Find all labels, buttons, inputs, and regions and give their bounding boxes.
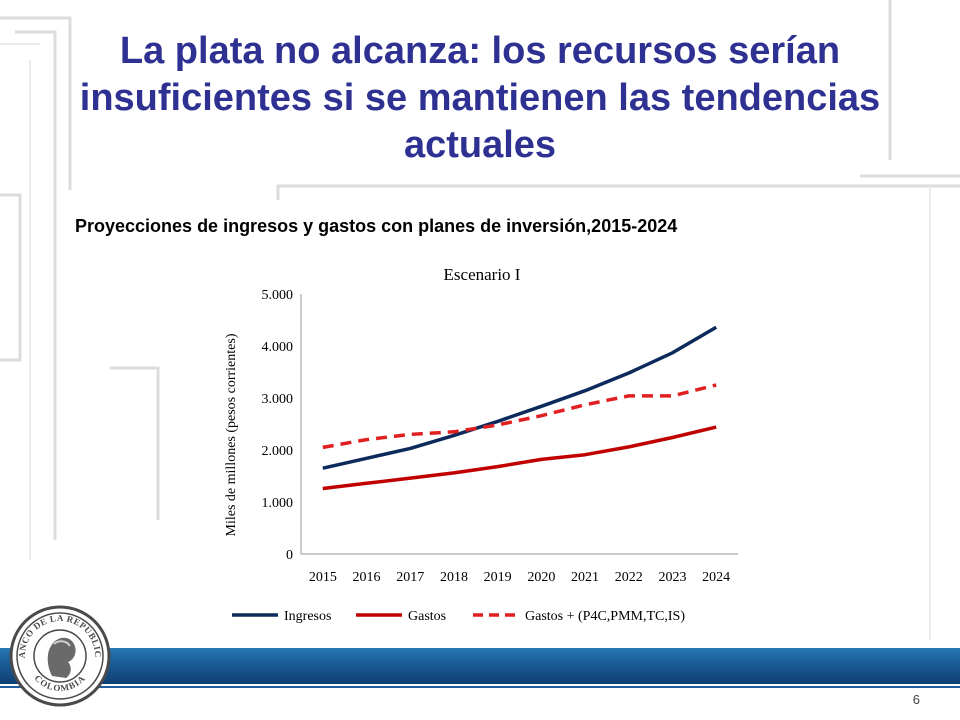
legend: Ingresos Gastos Gastos + (P4C,PMM,TC,IS) [232,609,685,624]
footer-band [0,648,960,684]
legend-label-gastos: Gastos [408,609,446,624]
x-tick-label: 2019 [484,570,512,585]
y-tick-label: 4.000 [262,340,294,355]
footer-band-line [0,686,960,688]
x-tick-labels: 2015 2016 2017 2018 2019 2020 2021 2022 2023 2024 [309,570,730,585]
legend-label-ingresos: Ingresos [284,609,331,624]
x-tick-label: 2015 [309,570,337,585]
x-tick-label: 2023 [658,570,686,585]
y-tick-label: 5.000 [262,288,294,303]
y-tick-label: 1.000 [262,496,294,511]
y-axis-label: Miles de millones (pesos corrientes) [224,333,239,536]
y-tick-label: 0 [286,548,293,563]
x-tick-label: 2021 [571,570,599,585]
series-line-gastos-plus [322,383,717,450]
y-tick-label: 3.000 [262,392,294,407]
x-tick-label: 2018 [440,570,468,585]
x-tick-label: 2016 [353,570,381,585]
slide-title: La plata no alcanza: los recursos serían… [79,30,881,166]
series-line-gastos [322,425,717,491]
banco-de-la-republica-seal: BANCO DE LA REPUBLICA COLOMBIA [8,604,111,707]
line-chart: Escenario I Miles de millones (pesos cor… [224,265,738,624]
chart-subtitle: Proyecciones de ingresos y gastos con pl… [75,216,678,236]
x-tick-label: 2022 [615,570,643,585]
chart-title: Escenario I [444,265,521,284]
x-tick-label: 2017 [396,570,424,585]
y-tick-labels: 0 1.000 2.000 3.000 4.000 5.000 [262,288,294,563]
chart-panel: Escenario I Miles de millones (pesos cor… [208,252,752,636]
series-line-ingresos [322,325,718,470]
series-lines [322,325,718,491]
page-number: 6 [912,692,920,707]
legend-label-gastos-plus: Gastos + (P4C,PMM,TC,IS) [525,609,685,624]
x-tick-label: 2024 [702,570,730,585]
x-tick-label: 2020 [527,570,555,585]
y-tick-label: 2.000 [262,444,294,459]
